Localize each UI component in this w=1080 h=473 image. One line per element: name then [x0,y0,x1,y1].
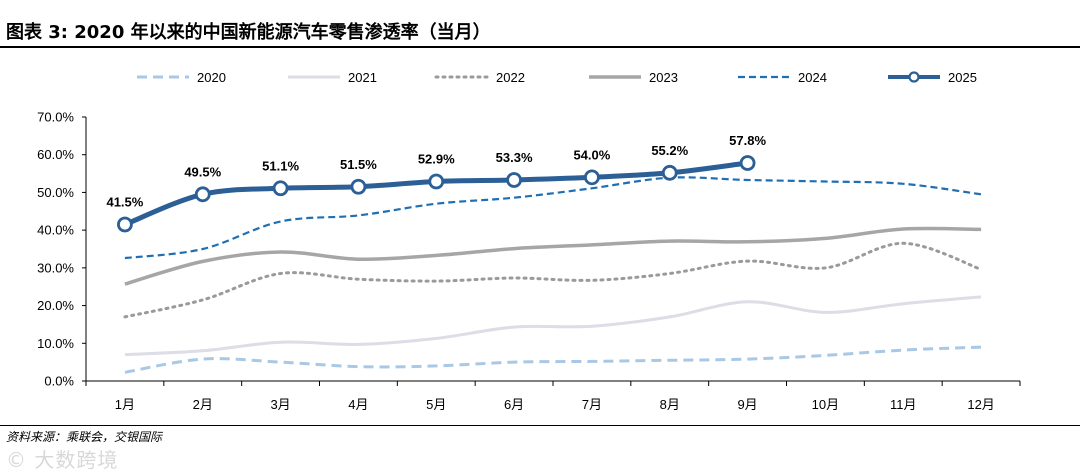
point-marker-2025 [661,164,678,181]
series-line-2023 [124,226,982,286]
chart-series-group [117,155,983,374]
legend-label-2024: 2024 [798,70,827,85]
watermark: © 大数跨境 [6,448,119,472]
x-tick-label: 6月 [504,397,524,412]
legend-label-2021: 2021 [348,70,377,85]
point-marker-2025 [739,155,756,171]
x-tick-label: 1月 [115,397,135,412]
penetration-line-chart: 0.0% 10.0% 20.0% 30.0% 40.0% 50.0% 60.0% 70.0% 1… [37,70,1021,412]
data-label: 55.2% [651,143,688,158]
source-divider [0,425,1080,426]
chart-data-labels: 41.5% 49.5% 51.1% 51.5% 52.9% 53.3% 54.0% 55.2%… [106,133,766,209]
point-marker-2025 [272,180,289,197]
x-tick-label: 9月 [737,397,757,412]
y-tick-label: 40.0% [37,223,74,238]
series-line-2020 [124,345,982,374]
x-tick-label: 2月 [193,397,213,412]
point-marker-2025 [117,216,133,233]
point-marker-2025 [506,172,522,188]
x-tick-label: 4月 [348,397,368,412]
series-line-2022 [123,241,983,319]
y-tick-label: 50.0% [37,185,74,200]
x-tick-label: 11月 [890,397,917,412]
legend-label-2023: 2023 [649,70,678,85]
data-label: 53.3% [496,150,533,165]
point-marker-2025 [194,186,211,203]
data-label: 49.5% [184,164,221,179]
y-tick-label: 0.0% [44,374,74,389]
data-label: 41.5% [106,194,143,209]
legend-label-2025: 2025 [948,70,977,85]
x-tick-label: 10月 [812,397,839,412]
data-label: 51.1% [262,158,299,173]
data-label: 54.0% [573,147,610,162]
data-label: 57.8% [729,133,766,148]
x-tick-label: 7月 [582,397,602,412]
x-tick-label: 12月 [967,397,994,412]
x-tick-label: 3月 [270,397,290,412]
data-label: 51.5% [340,157,377,172]
chart-title: 图表 3: 2020 年以来的中国新能源汽车零售渗透率（当月） [6,22,491,43]
data-label: 52.9% [418,151,455,166]
y-tick-label: 20.0% [37,298,74,313]
point-marker-2025 [428,173,445,190]
title-divider [0,46,1080,48]
source-note: 资料来源：乘联会，交银国际 [6,430,163,444]
x-tick-label: 8月 [660,397,680,412]
y-tick-label: 60.0% [37,147,74,162]
legend-label-2020: 2020 [197,70,226,85]
point-marker-2025 [584,169,600,186]
series-line-2024 [124,176,982,260]
y-tick-label: 10.0% [37,336,74,351]
y-tick-label: 30.0% [37,260,74,275]
point-marker-2025 [350,178,367,195]
chart-axes: 0.0% 10.0% 20.0% 30.0% 40.0% 50.0% 60.0% 70.0% 1… [37,110,1021,412]
legend-marker-2025 [908,71,920,83]
series-line-2021 [124,295,982,357]
x-tick-label: 5月 [426,397,446,412]
legend-label-2022: 2022 [496,70,525,85]
chart-legend: 2020 2021 2022 2023 2024 2025 [137,70,977,85]
y-tick-label: 70.0% [37,110,74,125]
